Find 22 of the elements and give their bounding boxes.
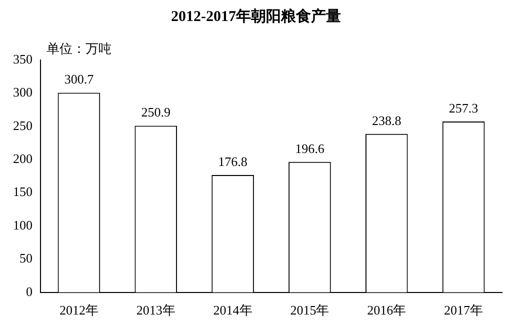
y-tick-label: 250 bbox=[13, 118, 32, 133]
y-tick-label: 350 bbox=[13, 51, 32, 66]
x-tick-label: 2015年 bbox=[290, 302, 330, 318]
text: 单位：万吨 bbox=[46, 40, 112, 56]
y-tick-label: 200 bbox=[13, 151, 32, 166]
data-label: 176.8 bbox=[218, 154, 248, 169]
data-label: 238.8 bbox=[372, 112, 402, 128]
y-tick-label: 300 bbox=[13, 84, 32, 100]
data-label: 250.9 bbox=[141, 104, 170, 120]
y-tick-label: 150 bbox=[13, 184, 32, 200]
x-tick-label: 2016年 bbox=[367, 302, 406, 318]
y-tick-label: 100 bbox=[13, 217, 32, 232]
x-tick-label: 2013年 bbox=[136, 302, 176, 318]
y-tick-label: 50 bbox=[20, 250, 32, 266]
data-label: 196.6 bbox=[295, 140, 325, 156]
chart-title: 2012-2017年朝阳粮食产量 bbox=[171, 8, 341, 25]
data-label: 300.7 bbox=[64, 72, 94, 87]
x-tick-label: 2014年 bbox=[213, 302, 252, 318]
y-tick-label: 0 bbox=[26, 284, 32, 299]
data-label: 257.3 bbox=[448, 100, 478, 116]
x-tick-label: 2012年 bbox=[59, 302, 98, 318]
x-tick-label: 2017年 bbox=[444, 302, 484, 318]
